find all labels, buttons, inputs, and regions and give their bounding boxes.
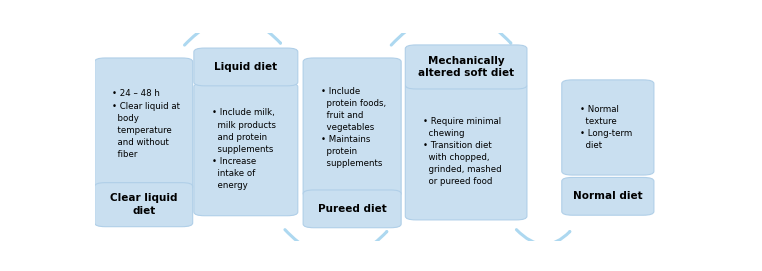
FancyArrowPatch shape: [391, 12, 511, 45]
FancyBboxPatch shape: [405, 45, 527, 89]
Text: • Require minimal
  chewing
• Transition diet
  with chopped,
  grinded, mashed
: • Require minimal chewing • Transition d…: [423, 117, 501, 186]
FancyArrowPatch shape: [517, 230, 570, 244]
FancyBboxPatch shape: [194, 83, 298, 216]
FancyBboxPatch shape: [94, 58, 193, 191]
FancyBboxPatch shape: [303, 58, 401, 197]
Text: Pureed diet: Pureed diet: [318, 204, 386, 214]
FancyBboxPatch shape: [562, 80, 654, 175]
Text: • Include milk,
  milk products
  and protein
  supplements
• Increase
  intake : • Include milk, milk products and protei…: [212, 108, 276, 190]
FancyBboxPatch shape: [303, 190, 401, 228]
Text: • Normal
  texture
• Long-term
  diet: • Normal texture • Long-term diet: [580, 105, 632, 150]
FancyBboxPatch shape: [194, 48, 298, 86]
Text: Clear liquid
diet: Clear liquid diet: [110, 193, 178, 216]
Text: • 24 – 48 h
• Clear liquid at
  body
  temperature
  and without
  fiber: • 24 – 48 h • Clear liquid at body tempe…: [112, 89, 181, 159]
FancyBboxPatch shape: [94, 183, 193, 227]
Text: Mechanically
altered soft diet: Mechanically altered soft diet: [418, 56, 514, 78]
FancyArrowPatch shape: [285, 230, 387, 258]
Text: Liquid diet: Liquid diet: [214, 62, 277, 72]
FancyArrowPatch shape: [184, 19, 280, 45]
FancyBboxPatch shape: [405, 83, 527, 220]
Text: Normal diet: Normal diet: [573, 191, 642, 201]
FancyBboxPatch shape: [562, 178, 654, 215]
Text: • Include
  protein foods,
  fruit and
  vegetables
• Maintains
  protein
  supp: • Include protein foods, fruit and veget…: [321, 86, 386, 168]
